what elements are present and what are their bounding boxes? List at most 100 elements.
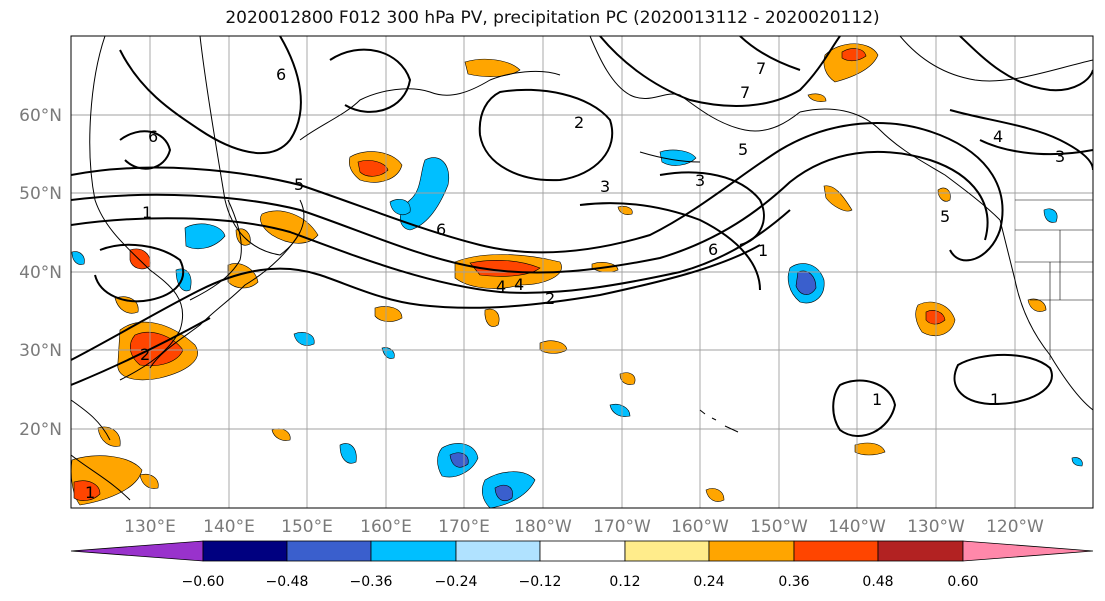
lon-label: 130°W <box>907 517 965 537</box>
pv-contour-label: 6 <box>276 65 286 84</box>
colorbar-ticks: −0.60 −0.48 −0.36 −0.24 −0.12 0.12 0.24 … <box>182 574 979 590</box>
colorbar-tick-label: −0.36 <box>350 574 393 590</box>
precip-strong-region <box>73 480 101 501</box>
precip-negative-region <box>389 199 411 215</box>
precip-negative-region <box>184 223 226 249</box>
colorbar-segment <box>793 540 879 562</box>
precip-positive-region <box>374 306 403 322</box>
pv-contour-labels: 1 2 3 4 5 6 7 1 2 3 4 5 6 7 1 2 3 4 5 6 … <box>85 59 1065 502</box>
precip-positive-region <box>705 488 725 502</box>
pv-contour-label: 2 <box>574 113 584 132</box>
precip-positive-region <box>807 93 827 102</box>
colorbar-tick-label: 0.36 <box>778 574 809 590</box>
pv-contour-label: 6 <box>148 127 158 146</box>
lat-label: 50°N <box>19 184 62 204</box>
pv-contour-label: 2 <box>545 289 555 308</box>
pv-contour-label: 3 <box>695 171 705 190</box>
precip-strong-region <box>357 160 389 177</box>
pv-contour-label: 1 <box>142 203 152 222</box>
pv-contour-label: 1 <box>872 390 882 409</box>
colorbar-tick-label: 0.12 <box>609 574 640 590</box>
pv-contour-label: 3 <box>1055 147 1065 166</box>
precip-strong-region <box>925 310 946 325</box>
colorbar-segment <box>202 540 288 562</box>
lat-label: 30°N <box>19 341 62 361</box>
pv-contour-label: 5 <box>738 140 748 159</box>
lon-label: 130°E <box>124 517 176 537</box>
pv-contour-label: 1 <box>990 390 1000 409</box>
longitude-labels: 130°E 140°E 150°E 160°E 170°E 180°W 170°… <box>124 517 1044 537</box>
lon-label: 150°W <box>750 517 808 537</box>
precip-negative-region <box>71 251 85 265</box>
pv-contour-label: 6 <box>708 240 718 259</box>
colorbar-tick-label: −0.48 <box>266 574 309 590</box>
lon-label: 180°W <box>514 517 572 537</box>
lon-label: 120°W <box>986 517 1044 537</box>
precip-positive-region <box>854 442 886 456</box>
pv-contour-label: 3 <box>600 177 610 196</box>
state-borders <box>1015 199 1093 360</box>
colorbar-segment <box>708 540 795 562</box>
pv-contour-label: 5 <box>294 175 304 194</box>
colorbar-segment <box>624 540 710 562</box>
pv-contour-label: 4 <box>514 275 524 294</box>
colorbar-tick-label: 0.24 <box>693 574 724 590</box>
colorbar-tick-label: −0.24 <box>435 574 478 590</box>
colorbar-tick-label: −0.60 <box>182 574 225 590</box>
colorbar-segment <box>877 540 964 562</box>
colorbar-tick-label: −0.12 <box>519 574 562 590</box>
precip-strong-region <box>130 331 184 367</box>
precip-positive-region <box>139 473 159 489</box>
precip-positive-region <box>619 372 636 385</box>
precip-negative-region <box>399 157 450 231</box>
pv-contours <box>71 36 1093 437</box>
map-title: 2020012800 F012 300 hPa PV, precipitatio… <box>225 8 880 28</box>
pv-contour-label: 5 <box>940 207 950 226</box>
lat-label: 60°N <box>19 106 62 126</box>
colorbar-segment <box>370 540 457 562</box>
latitude-labels: 60°N 50°N 40°N 30°N 20°N <box>19 106 62 440</box>
precip-positive-region <box>823 185 853 212</box>
precip-strong-negative-region <box>494 485 513 501</box>
lon-label: 160°E <box>360 517 412 537</box>
pv-contour-label: 6 <box>436 220 446 239</box>
precip-negative-region <box>1071 457 1083 467</box>
lat-label: 20°N <box>19 420 62 440</box>
map-frame <box>70 35 1094 509</box>
pv-contour-label: 7 <box>756 59 766 78</box>
precip-negative-region <box>339 443 357 464</box>
precip-negative-region <box>293 332 315 346</box>
precip-positive-region <box>97 426 121 447</box>
precip-positive-region <box>484 308 500 327</box>
lat-label: 40°N <box>19 263 62 283</box>
lon-label: 150°E <box>281 517 333 537</box>
colorbar-segment <box>539 540 626 562</box>
precip-negative-region <box>609 403 631 417</box>
precip-positive-region <box>1027 298 1047 312</box>
precip-strong-region <box>841 48 867 62</box>
pv-contour-label: 7 <box>740 83 750 102</box>
coastlines <box>71 36 1093 501</box>
lon-label: 170°E <box>438 517 490 537</box>
colorbar-segment <box>962 540 1094 562</box>
colorbar-tick-label: 0.48 <box>862 574 893 590</box>
lon-label: 140°E <box>203 517 255 537</box>
colorbar-segment <box>286 540 372 562</box>
precip-positive-region <box>937 187 951 202</box>
lon-label: 160°W <box>671 517 729 537</box>
lon-label: 170°W <box>593 517 651 537</box>
colorbar-segment <box>70 540 204 562</box>
precip-negative-region <box>1043 208 1058 223</box>
pv-contour-label: 2 <box>140 345 150 364</box>
colorbar-segment <box>455 540 541 562</box>
precip-positive-region <box>464 58 521 77</box>
colorbar-tick-label: 0.60 <box>947 574 978 590</box>
pv-contour-label: 1 <box>758 241 768 260</box>
lon-label: 140°W <box>828 517 886 537</box>
pv-contour-label: 4 <box>496 277 506 296</box>
pv-contour-label: 1 <box>85 483 95 502</box>
map-gridlines <box>71 36 1093 508</box>
pv-contour-label: 4 <box>993 127 1003 146</box>
